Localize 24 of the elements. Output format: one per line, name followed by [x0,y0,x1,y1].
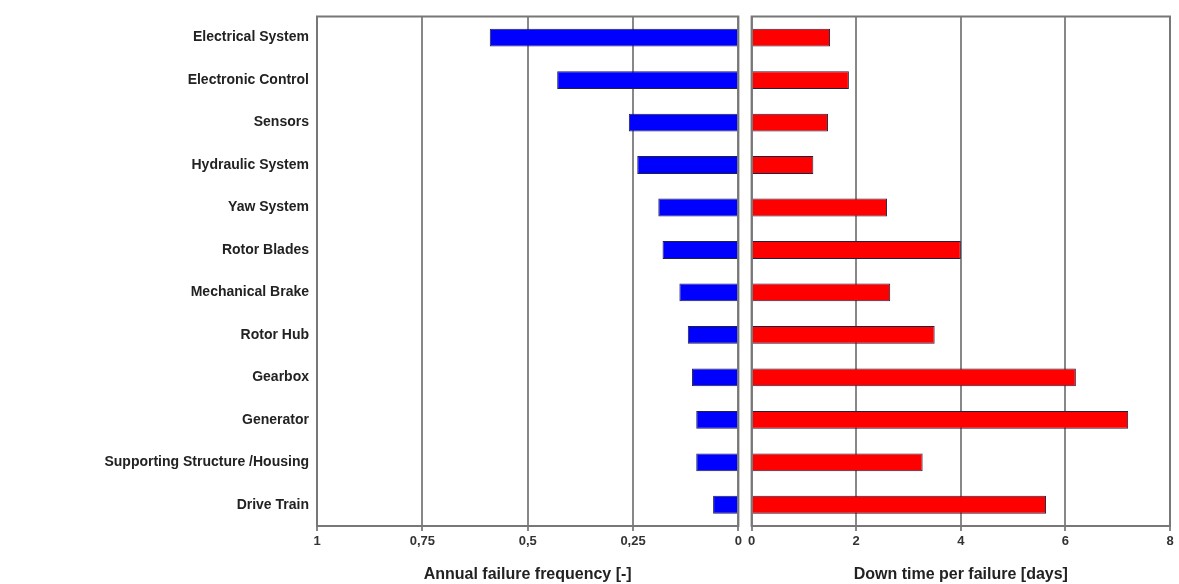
x-tick-label: 2 [852,533,860,549]
x-tick-label: 0 [734,533,742,549]
x-axis-title: Annual failure frequency [-] [423,564,632,582]
y-tick-label: Drive Train [236,495,309,512]
y-tick-label: Mechanical Brake [190,283,310,300]
x-tick-label: 0,5 [518,533,537,549]
y-tick-label: Generator [242,410,310,427]
x-tick-label: 0 [748,533,756,549]
x-tick-label: 6 [1061,533,1070,549]
y-tick-label: Hydraulic System [191,155,309,172]
y-tick-label: Rotor Hub [240,325,309,342]
y-tick-label: Sensors [253,113,310,130]
x-tick-label: 8 [1166,533,1174,549]
y-tick-label: Rotor Blades [221,240,310,257]
x-tick-label: 4 [957,533,966,549]
x-tick-label: 0,25 [620,533,646,549]
x-tick-label: 0,75 [409,533,435,549]
y-tick-label: Yaw System [228,198,309,215]
x-tick-label: 1 [313,533,321,549]
x-axis-title: Down time per failure [days] [853,564,1068,582]
y-tick-label: Electrical System [193,28,309,45]
y-tick-label: Gearbox [252,368,310,385]
y-tick-label: Electronic Control [187,70,309,87]
y-tick-label: Supporting Structure /Housing [104,453,309,470]
